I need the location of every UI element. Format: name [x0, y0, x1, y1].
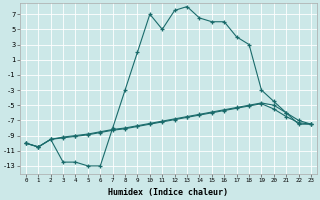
X-axis label: Humidex (Indice chaleur): Humidex (Indice chaleur) [108, 188, 228, 197]
